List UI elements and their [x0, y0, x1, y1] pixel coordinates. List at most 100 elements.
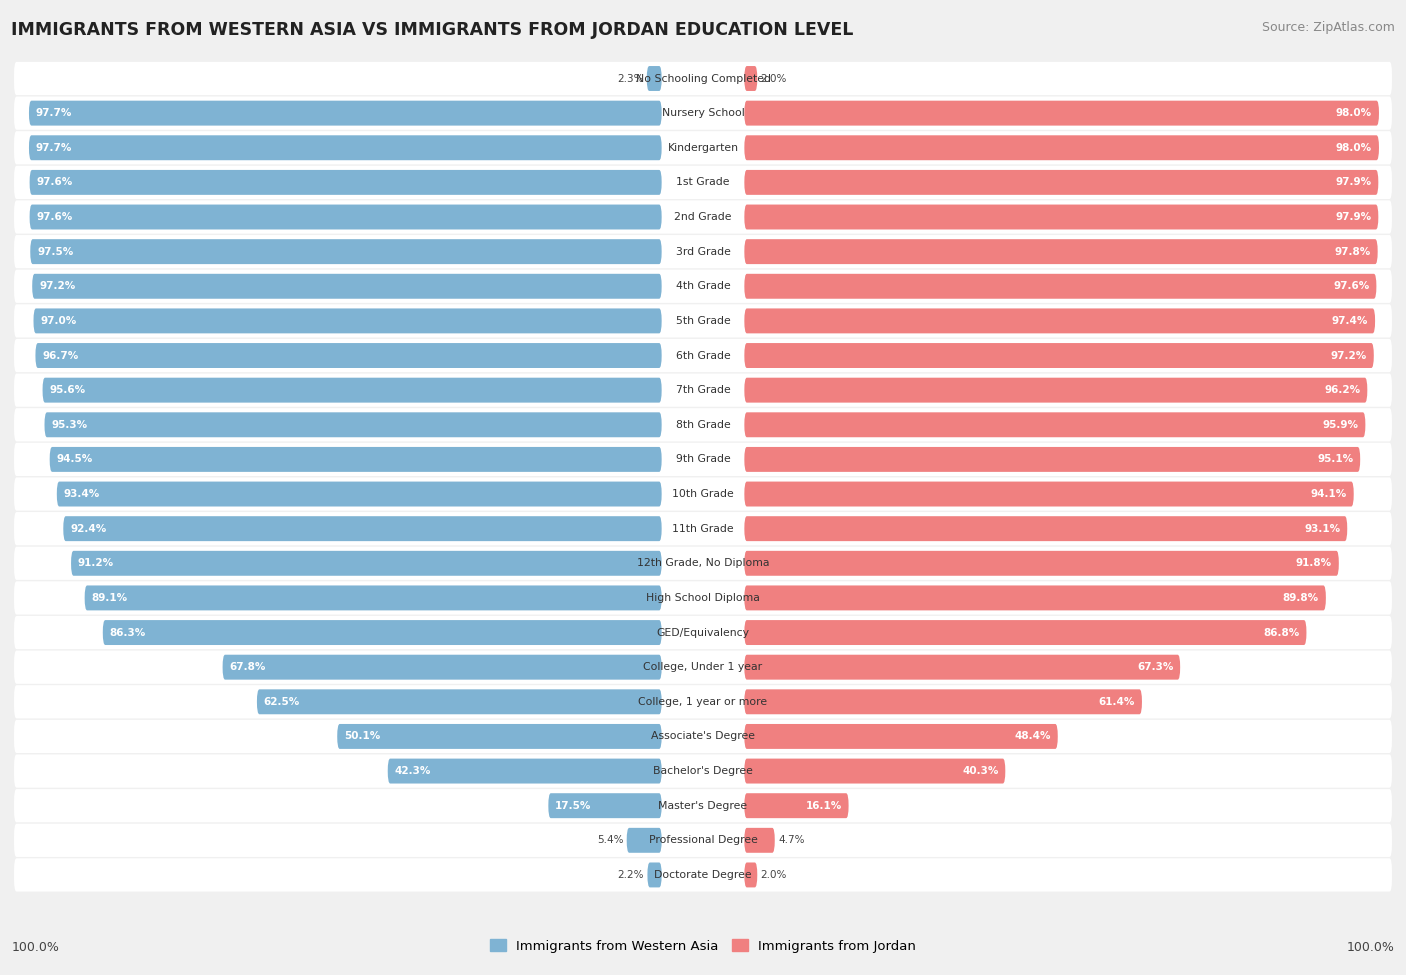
FancyBboxPatch shape	[222, 655, 662, 680]
Text: 67.8%: 67.8%	[229, 662, 266, 672]
FancyBboxPatch shape	[49, 447, 662, 472]
Text: 10th Grade: 10th Grade	[672, 489, 734, 499]
FancyBboxPatch shape	[30, 100, 662, 126]
Text: 16.1%: 16.1%	[806, 800, 842, 810]
FancyBboxPatch shape	[34, 308, 662, 333]
Text: 86.8%: 86.8%	[1264, 628, 1299, 638]
Text: 5th Grade: 5th Grade	[676, 316, 730, 326]
Text: 91.8%: 91.8%	[1296, 559, 1331, 568]
Text: 97.9%: 97.9%	[1336, 212, 1371, 222]
Text: 94.1%: 94.1%	[1310, 489, 1347, 499]
FancyBboxPatch shape	[31, 239, 662, 264]
FancyBboxPatch shape	[548, 794, 662, 818]
Text: 97.0%: 97.0%	[41, 316, 77, 326]
FancyBboxPatch shape	[30, 205, 662, 229]
Text: 61.4%: 61.4%	[1098, 697, 1135, 707]
Text: 94.5%: 94.5%	[56, 454, 93, 464]
FancyBboxPatch shape	[14, 478, 1392, 511]
FancyBboxPatch shape	[84, 585, 662, 610]
Text: Master's Degree: Master's Degree	[658, 800, 748, 810]
FancyBboxPatch shape	[647, 863, 662, 887]
Text: 8th Grade: 8th Grade	[676, 420, 730, 430]
FancyBboxPatch shape	[744, 551, 1339, 576]
FancyBboxPatch shape	[744, 689, 1142, 715]
Text: 92.4%: 92.4%	[70, 524, 107, 533]
Text: 4th Grade: 4th Grade	[676, 281, 730, 292]
Text: 6th Grade: 6th Grade	[676, 351, 730, 361]
FancyBboxPatch shape	[744, 205, 1378, 229]
FancyBboxPatch shape	[257, 689, 662, 715]
FancyBboxPatch shape	[14, 581, 1392, 614]
Text: 62.5%: 62.5%	[264, 697, 299, 707]
Text: Kindergarten: Kindergarten	[668, 142, 738, 153]
FancyBboxPatch shape	[103, 620, 662, 645]
Text: 97.2%: 97.2%	[39, 281, 76, 292]
Text: 97.6%: 97.6%	[37, 212, 73, 222]
Text: 97.7%: 97.7%	[35, 142, 72, 153]
Text: 96.2%: 96.2%	[1324, 385, 1361, 395]
Text: 95.1%: 95.1%	[1317, 454, 1354, 464]
Text: 97.5%: 97.5%	[37, 247, 73, 256]
FancyBboxPatch shape	[14, 720, 1392, 753]
FancyBboxPatch shape	[744, 136, 1379, 160]
FancyBboxPatch shape	[647, 66, 662, 91]
FancyBboxPatch shape	[337, 724, 662, 749]
FancyBboxPatch shape	[744, 447, 1360, 472]
Text: 2.0%: 2.0%	[761, 73, 787, 84]
FancyBboxPatch shape	[14, 132, 1392, 165]
FancyBboxPatch shape	[30, 136, 662, 160]
FancyBboxPatch shape	[45, 412, 662, 437]
FancyBboxPatch shape	[72, 551, 662, 576]
FancyBboxPatch shape	[14, 339, 1392, 372]
FancyBboxPatch shape	[744, 620, 1306, 645]
FancyBboxPatch shape	[14, 97, 1392, 130]
Text: 96.7%: 96.7%	[42, 351, 79, 361]
FancyBboxPatch shape	[14, 547, 1392, 580]
FancyBboxPatch shape	[744, 343, 1374, 368]
FancyBboxPatch shape	[14, 443, 1392, 476]
FancyBboxPatch shape	[14, 616, 1392, 649]
FancyBboxPatch shape	[14, 270, 1392, 303]
Text: 89.8%: 89.8%	[1282, 593, 1319, 603]
Text: 95.9%: 95.9%	[1323, 420, 1358, 430]
Text: 95.6%: 95.6%	[49, 385, 86, 395]
Text: 3rd Grade: 3rd Grade	[675, 247, 731, 256]
Text: 50.1%: 50.1%	[344, 731, 381, 741]
FancyBboxPatch shape	[14, 824, 1392, 857]
FancyBboxPatch shape	[14, 858, 1392, 891]
Text: 100.0%: 100.0%	[1347, 941, 1395, 955]
FancyBboxPatch shape	[744, 66, 758, 91]
Text: IMMIGRANTS FROM WESTERN ASIA VS IMMIGRANTS FROM JORDAN EDUCATION LEVEL: IMMIGRANTS FROM WESTERN ASIA VS IMMIGRAN…	[11, 21, 853, 39]
Text: High School Diploma: High School Diploma	[647, 593, 759, 603]
FancyBboxPatch shape	[744, 516, 1347, 541]
FancyBboxPatch shape	[744, 759, 1005, 784]
Text: 67.3%: 67.3%	[1137, 662, 1173, 672]
FancyBboxPatch shape	[627, 828, 662, 853]
FancyBboxPatch shape	[744, 170, 1378, 195]
Text: 12th Grade, No Diploma: 12th Grade, No Diploma	[637, 559, 769, 568]
FancyBboxPatch shape	[14, 235, 1392, 268]
Text: 2.0%: 2.0%	[761, 870, 787, 880]
Text: Associate's Degree: Associate's Degree	[651, 731, 755, 741]
Text: 17.5%: 17.5%	[555, 800, 592, 810]
FancyBboxPatch shape	[42, 377, 662, 403]
FancyBboxPatch shape	[14, 685, 1392, 719]
FancyBboxPatch shape	[744, 377, 1367, 403]
Text: 97.8%: 97.8%	[1334, 247, 1371, 256]
Text: 7th Grade: 7th Grade	[676, 385, 730, 395]
FancyBboxPatch shape	[14, 409, 1392, 442]
Text: 86.3%: 86.3%	[110, 628, 146, 638]
Text: Doctorate Degree: Doctorate Degree	[654, 870, 752, 880]
Text: 97.9%: 97.9%	[1336, 177, 1371, 187]
Text: 95.3%: 95.3%	[52, 420, 87, 430]
FancyBboxPatch shape	[744, 828, 775, 853]
FancyBboxPatch shape	[744, 239, 1378, 264]
FancyBboxPatch shape	[14, 755, 1392, 788]
FancyBboxPatch shape	[30, 170, 662, 195]
Text: 91.2%: 91.2%	[77, 559, 114, 568]
FancyBboxPatch shape	[14, 373, 1392, 407]
Text: 93.4%: 93.4%	[63, 489, 100, 499]
FancyBboxPatch shape	[744, 412, 1365, 437]
Text: 97.7%: 97.7%	[35, 108, 72, 118]
FancyBboxPatch shape	[388, 759, 662, 784]
